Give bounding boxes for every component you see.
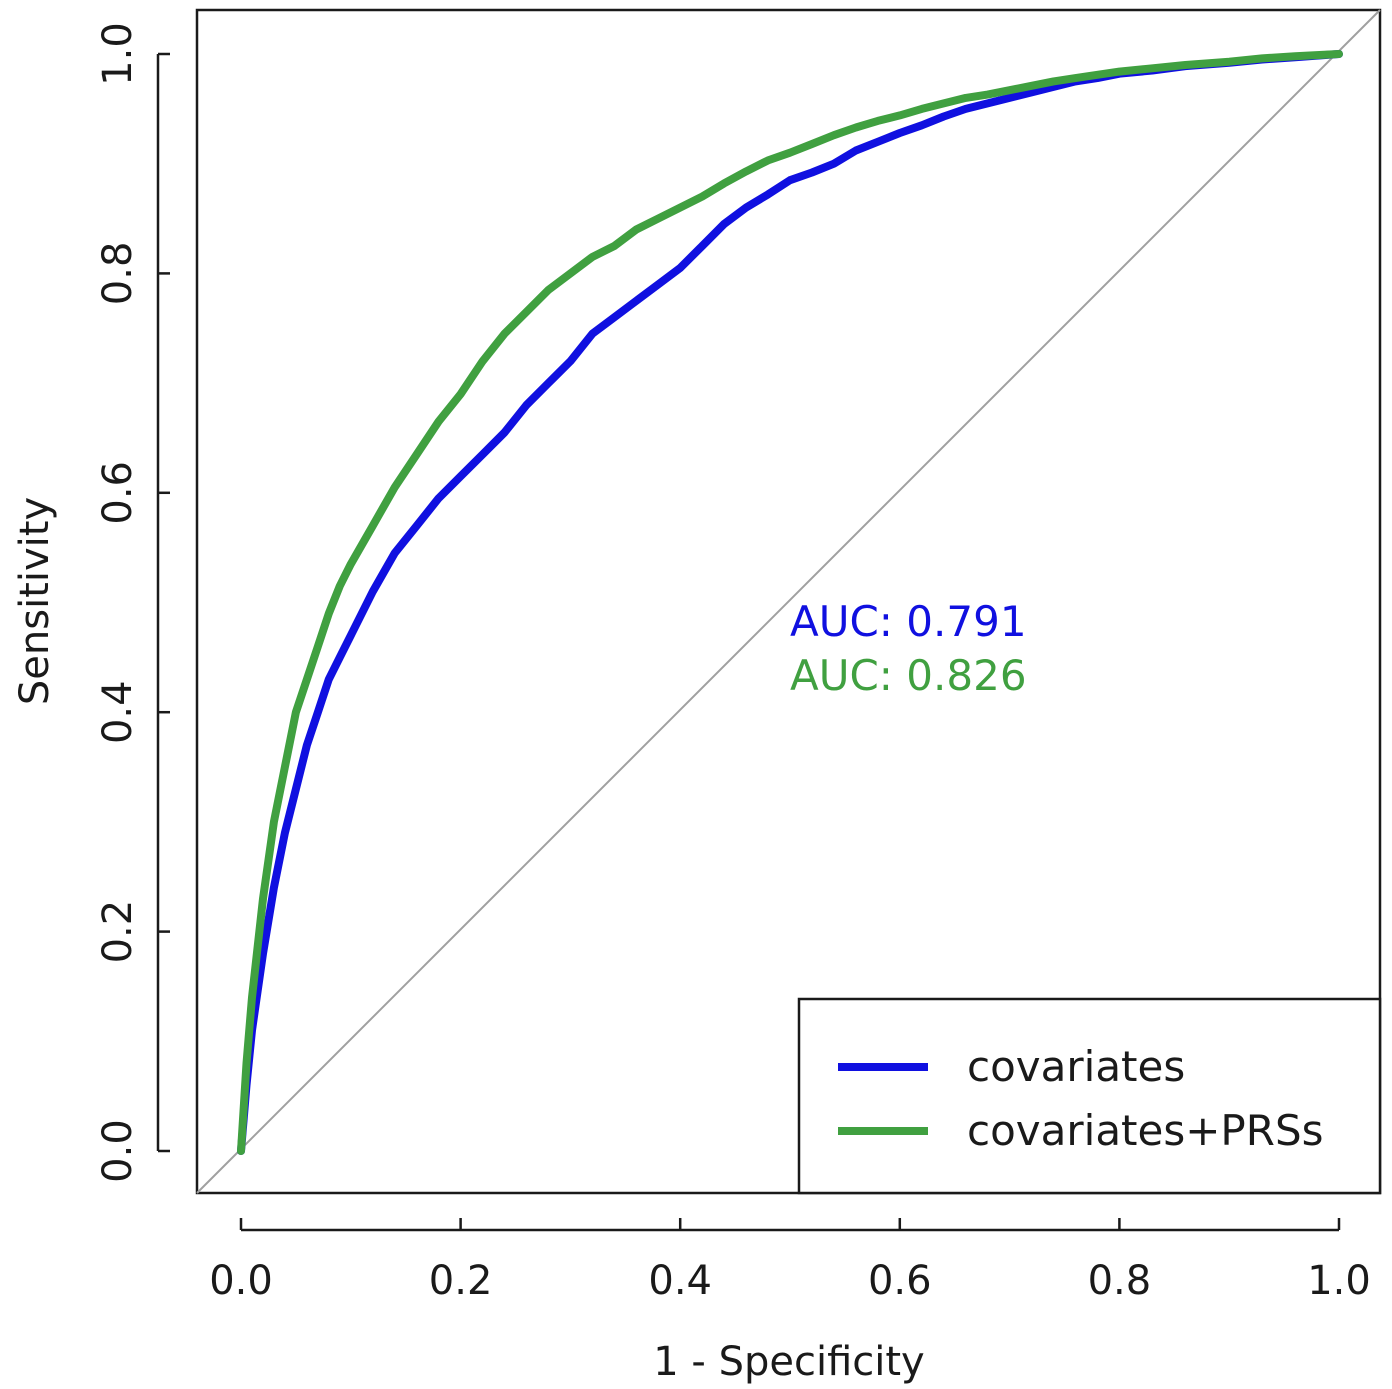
x-tick-label: 0.6	[868, 1258, 932, 1304]
x-tick-label: 0.0	[209, 1258, 273, 1304]
legend-label-covariates: covariates	[967, 1042, 1185, 1091]
legend: covariates covariates+PRSs	[797, 997, 1382, 1195]
series-line-covariates	[237, 50, 1343, 1155]
y-axis: 0.0 0.2 0.4 0.6 0.8 1.0	[95, 22, 170, 1183]
y-tick-label: 0.2	[95, 900, 141, 964]
auc-label-covariates-prss: AUC: 0.826	[790, 651, 1027, 700]
legend-box	[797, 997, 1382, 1195]
y-axis-title: Sensitivity	[12, 497, 58, 705]
x-axis-title: 1 - Specificity	[653, 1339, 924, 1385]
y-tick-label: 1.0	[95, 22, 141, 86]
y-tick-label: 0.8	[95, 242, 141, 306]
legend-label-covariates-prss: covariates+PRSs	[967, 1106, 1324, 1155]
y-tick-label: 0.6	[95, 461, 141, 525]
auc-label-covariates: AUC: 0.791	[790, 597, 1027, 646]
x-tick-label: 0.4	[648, 1258, 712, 1304]
auc-annotations: AUC: 0.791 AUC: 0.826	[790, 597, 1027, 700]
y-tick-label: 0.0	[95, 1119, 141, 1183]
x-tick-label: 0.2	[429, 1258, 493, 1304]
y-tick-label: 0.4	[95, 680, 141, 744]
plot-frame	[195, 8, 1382, 1195]
x-tick-label: 0.8	[1088, 1258, 1152, 1304]
x-axis: 0.0 0.2 0.4 0.6 0.8 1.0	[209, 1218, 1371, 1304]
series-line-covariates-prss	[237, 50, 1343, 1155]
x-tick-label: 1.0	[1307, 1258, 1371, 1304]
reference-diagonal	[196, 9, 1381, 1194]
series-layer	[237, 50, 1343, 1155]
